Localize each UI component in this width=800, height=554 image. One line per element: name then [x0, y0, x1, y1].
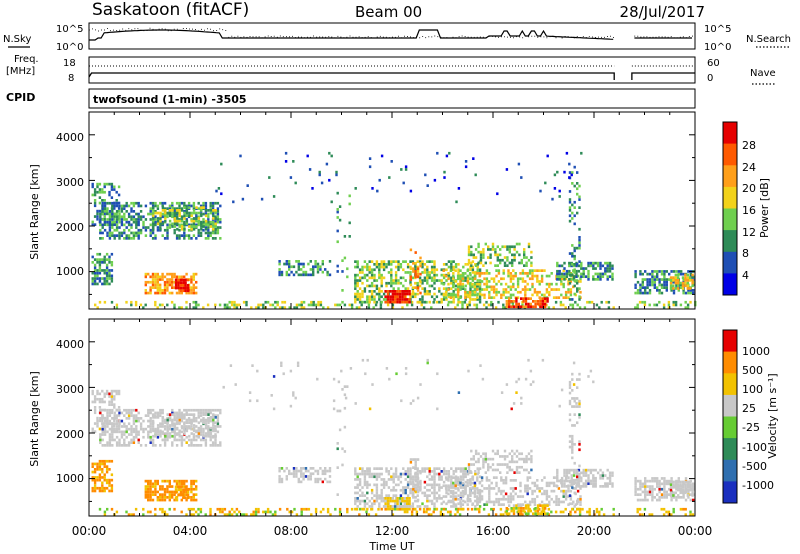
power-panel: Slant Range [km] 4000 3000 2000 1000 28 …	[28, 111, 771, 310]
xtick-1600: 16:00	[476, 524, 511, 538]
power-cbar-tick-24: 24	[742, 161, 756, 174]
velocity-ytick-2000: 2000	[56, 428, 84, 441]
power-cbar-label: Power [dB]	[758, 178, 771, 238]
freq-label-2: [MHz]	[6, 66, 35, 77]
power-cbar-tick-28: 28	[742, 139, 756, 152]
vel-cbar-tick-m500: -500	[742, 460, 767, 473]
x-axis-label: Time UT	[368, 540, 414, 553]
power-ytick-1000: 1000	[56, 265, 84, 278]
program-label: twofsound (1-min) -3505	[93, 93, 247, 106]
power-cbar-tick-12: 12	[742, 226, 756, 239]
nave-right-tick-top: 60	[707, 58, 720, 69]
noise-left-tick-top: 10^5	[56, 24, 83, 35]
velocity-ylabel: Slant Range [km]	[28, 371, 41, 467]
noise-search-line	[89, 27, 693, 39]
freq-left-tick-top: 18	[63, 58, 76, 69]
power-cbar-tick-8: 8	[742, 247, 749, 260]
velocity-cbar-label: Velocity [m s⁻¹]	[766, 373, 779, 458]
velocity-heatmap	[91, 358, 695, 516]
noise-panel: N.Sky 10^5 10^0 10^5 10^0 N.Search	[3, 22, 791, 53]
cpid-panel	[88, 88, 696, 109]
station-title: Saskatoon (fitACF)	[92, 0, 249, 20]
vel-cbar-tick-1000: 1000	[742, 345, 770, 358]
power-cbar-tick-16: 16	[742, 204, 756, 217]
xtick-0400: 04:00	[173, 524, 208, 538]
xtick-0800: 08:00	[274, 524, 309, 538]
velocity-ytick-1000: 1000	[56, 472, 84, 485]
velocity-ytick-4000: 4000	[56, 338, 84, 351]
xtick-2000: 20:00	[577, 524, 612, 538]
xtick-1200: 12:00	[375, 524, 410, 538]
freq-left-tick-bottom: 8	[68, 73, 74, 84]
vel-cbar-tick-500: 500	[742, 364, 763, 377]
vel-cbar-tick-m25: -25	[742, 421, 760, 434]
noise-left-tick-bottom: 10^0	[56, 42, 83, 53]
power-heatmap	[91, 151, 697, 309]
vel-cbar-tick-m100: -100	[742, 441, 767, 454]
date-title: 28/Jul/2017	[620, 3, 705, 21]
power-colorbar	[723, 122, 737, 296]
beam-title: Beam 00	[355, 3, 422, 21]
power-cbar-tick-20: 20	[742, 182, 756, 195]
xtick-2400: 00:00	[678, 524, 713, 538]
noise-right-tick-top: 10^5	[704, 24, 731, 35]
velocity-colorbar	[723, 330, 737, 504]
power-ytick-2000: 2000	[56, 221, 84, 234]
vel-cbar-tick-m1000: -1000	[742, 479, 774, 492]
power-ylabel: Slant Range [km]	[28, 164, 41, 260]
vel-cbar-tick-100: 100	[742, 383, 763, 396]
power-ytick-4000: 4000	[56, 131, 84, 144]
cpid-label: CPID	[6, 91, 35, 104]
xtick-0000: 00:00	[72, 524, 107, 538]
freq-label-1: Freq.	[14, 54, 39, 65]
nave-label: Nave	[750, 68, 776, 79]
x-axis: 00:00 04:00 08:00 12:00 16:00 20:00 00:0…	[72, 112, 713, 538]
power-ytick-3000: 3000	[56, 176, 84, 189]
velocity-panel: Slant Range [km] 4000 3000 2000 1000 100…	[28, 318, 779, 517]
noise-right-tick-bottom: 10^0	[704, 42, 731, 53]
noise-right-label: N.Search	[746, 34, 791, 45]
noise-sky-line	[89, 29, 692, 41]
freq-line	[88, 72, 695, 80]
noise-left-label: N.Sky	[3, 34, 31, 45]
vel-cbar-tick-25: 25	[742, 402, 756, 415]
power-cbar-tick-4: 4	[742, 269, 749, 282]
nave-right-tick-bottom: 0	[707, 73, 713, 84]
velocity-ytick-3000: 3000	[56, 383, 84, 396]
freq-panel: Freq. [MHz] 18 8 60 0 Nave	[6, 54, 776, 85]
